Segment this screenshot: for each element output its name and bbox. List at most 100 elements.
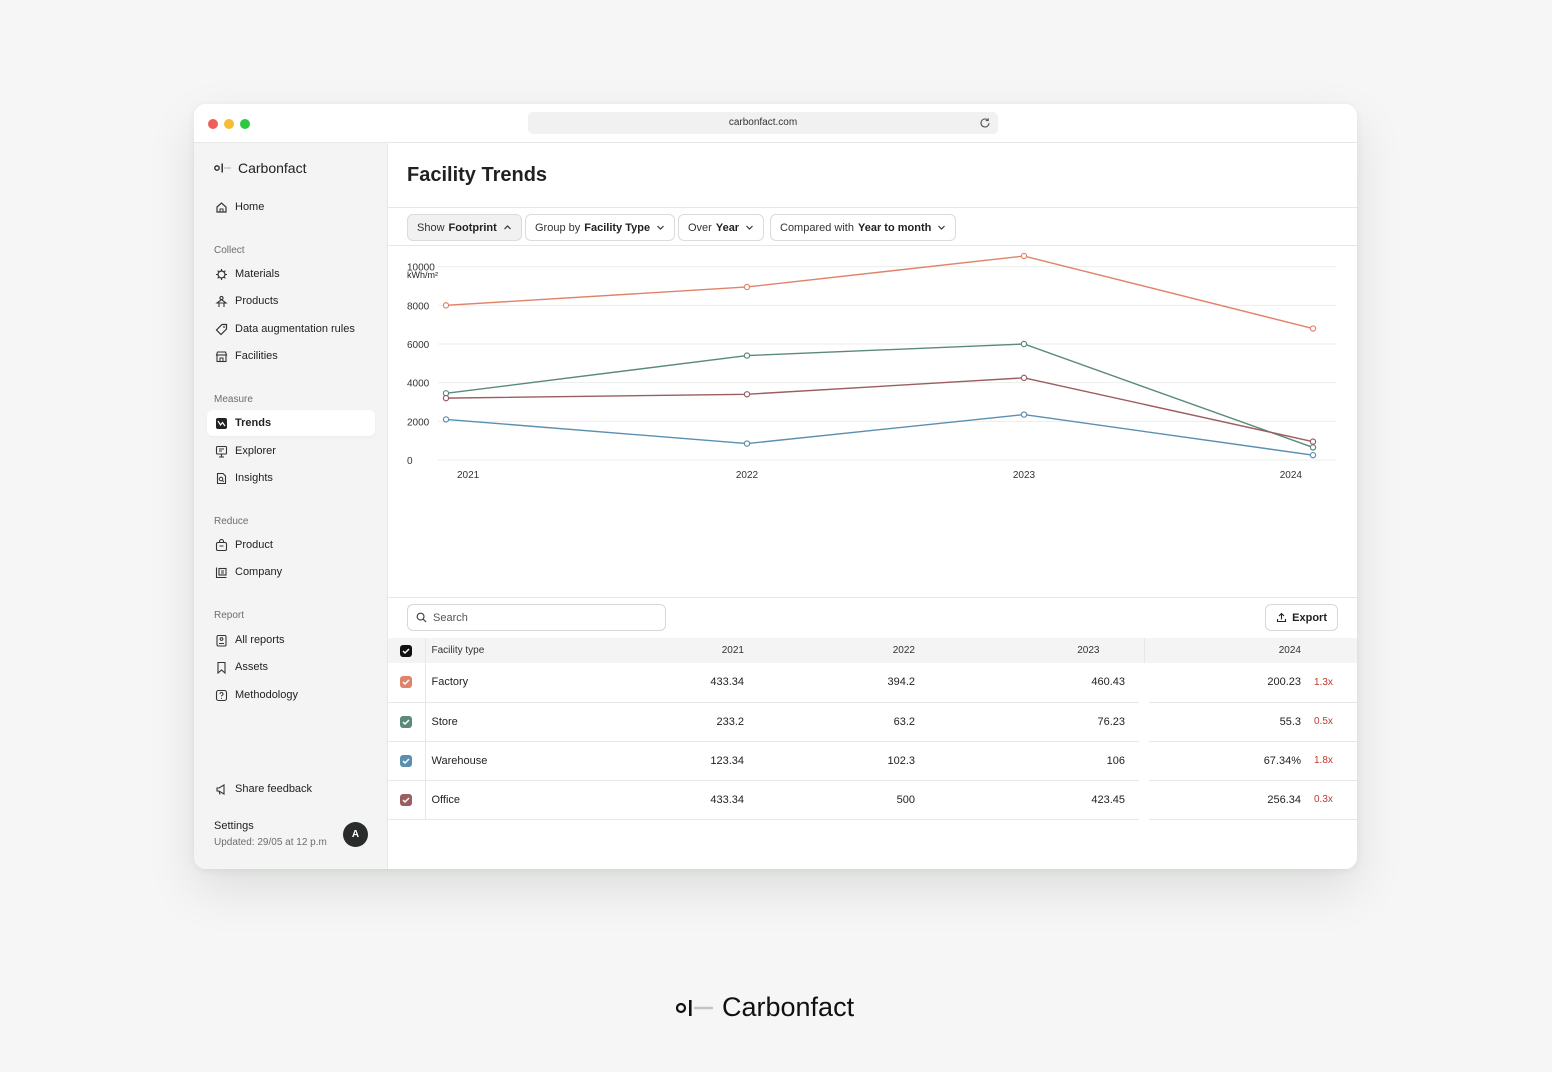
value-2021-cell: 123.34 (619, 741, 789, 781)
sidebar-item-facilities[interactable]: Facilities (207, 343, 375, 369)
table-row[interactable]: Office 433.34 500 423.45 256.34 0.3x (388, 780, 1357, 820)
column-header-2024[interactable]: 2024 (1143, 638, 1301, 663)
table-header-row: Facility type 2021 2022 2023 2024 (388, 638, 1357, 663)
row-checkbox[interactable] (400, 676, 413, 689)
group-by-filter-dropdown[interactable]: Group by Facility Type (525, 214, 676, 241)
filter-value: Year (715, 221, 740, 234)
table-row[interactable]: Warehouse 123.34 102.3 106 67.34% 1.8x (388, 741, 1357, 781)
share-feedback-button[interactable]: Share feedback (207, 776, 375, 802)
data-point (1309, 451, 1317, 459)
row-checkbox-cell (388, 780, 426, 820)
sidebar-item-products[interactable]: Products (207, 288, 375, 314)
check-icon (402, 797, 410, 803)
sidebar: Carbonfact Home Collect Materials Produc… (194, 143, 388, 869)
settings-link[interactable]: Settings (214, 820, 254, 832)
check-icon (402, 679, 410, 686)
y-tick-label: 4000 (407, 379, 430, 390)
column-header-facility-type[interactable]: Facility type (425, 638, 619, 663)
row-checkbox[interactable] (400, 793, 413, 806)
filter-value: Year to month (857, 221, 932, 234)
minimize-window-button[interactable] (224, 119, 234, 129)
y-tick-label: 8000 (407, 301, 430, 312)
series-line (445, 343, 1314, 449)
multiplier-badge: 0.3x (1301, 780, 1357, 820)
last-updated-text: Updated: 29/05 at 12 p.m (214, 837, 327, 848)
chevron-down-icon (657, 225, 665, 230)
column-header-2022[interactable]: 2022 (789, 638, 960, 663)
row-checkbox-cell (388, 702, 426, 742)
sidebar-item-company[interactable]: Company (207, 559, 375, 585)
avatar[interactable]: A (343, 822, 368, 847)
column-header-2023[interactable]: 2023 (960, 638, 1144, 663)
facility-type-cell: Warehouse (425, 741, 619, 781)
sidebar-item-label: Trends (235, 417, 272, 429)
sidebar-item-all-reports[interactable]: All reports (207, 627, 375, 653)
row-checkbox-cell (388, 741, 426, 781)
footer-brand-name: Carbonfact (722, 992, 855, 1022)
sidebar-item-label: All reports (235, 634, 285, 646)
y-tick-label: 10000 (407, 263, 435, 274)
megaphone-icon (216, 783, 225, 795)
sidebar-item-label: Methodology (235, 689, 298, 701)
explorer-icon (215, 445, 228, 458)
close-window-button[interactable] (208, 119, 218, 129)
data-point (1309, 438, 1317, 445)
sidebar-item-trends[interactable]: Trends (207, 410, 375, 436)
reports-icon (216, 634, 227, 647)
sidebar-item-product[interactable]: Product (207, 532, 375, 558)
sidebar-item-label: Product (235, 539, 273, 551)
carbonfact-logo-icon (676, 999, 713, 1016)
column-header-2021[interactable]: 2021 (619, 638, 789, 663)
chevron-down-icon (746, 225, 754, 230)
value-2024-cell: 55.3 (1143, 702, 1301, 742)
address-bar[interactable]: carbonfact.com (528, 112, 998, 134)
sidebar-item-label: Insights (235, 472, 273, 484)
value-2022-cell: 102.3 (789, 741, 960, 781)
y-tick-label: 2000 (407, 417, 430, 428)
column-header-spacer (1301, 638, 1357, 663)
facility-type-cell: Office (425, 780, 619, 820)
table-row[interactable]: Factory 433.34 394.2 460.43 200.23 1.3x (388, 663, 1357, 703)
row-checkbox[interactable] (400, 715, 413, 728)
export-button[interactable]: Export (1265, 604, 1338, 631)
sidebar-item-insights[interactable]: Insights (207, 465, 375, 491)
show-filter-dropdown[interactable]: Show Footprint (407, 214, 522, 241)
filter-value: Facility Type (584, 221, 651, 234)
sidebar-item-explorer[interactable]: Explorer (207, 438, 375, 464)
reload-icon[interactable] (978, 116, 992, 130)
page-title: Facility Trends (407, 164, 548, 186)
select-all-cell (388, 638, 426, 663)
section-reduce: Reduce (214, 516, 249, 527)
search-input[interactable] (433, 611, 633, 624)
sidebar-item-label: Products (235, 295, 279, 307)
value-2022-cell: 500 (789, 780, 960, 820)
over-filter-dropdown[interactable]: Over Year (678, 214, 765, 241)
sidebar-item-methodology[interactable]: Methodology (207, 682, 375, 708)
check-icon (402, 758, 410, 764)
x-tick-label: 2023 (1013, 470, 1036, 481)
value-2022-cell: 63.2 (789, 702, 960, 742)
data-point (1309, 444, 1317, 451)
brand-name: Carbonfact (238, 160, 307, 176)
sidebar-item-home[interactable]: Home (207, 194, 375, 220)
sidebar-item-assets[interactable]: Assets (207, 654, 375, 680)
select-all-checkbox[interactable] (400, 644, 413, 657)
sidebar-item-data-augmentation-rules[interactable]: Data augmentation rules (207, 316, 375, 342)
maximize-window-button[interactable] (240, 119, 250, 129)
series-line (445, 377, 1314, 443)
compared-with-filter-dropdown[interactable]: Compared with Year to month (770, 214, 957, 241)
x-tick-label: 2022 (736, 470, 759, 481)
sidebar-item-materials[interactable]: Materials (207, 261, 375, 287)
sidebar-item-label: Facilities (235, 350, 278, 362)
brand-logo[interactable]: Carbonfact (214, 160, 306, 176)
filter-bar: Show Footprint Group by Facility Type Ov… (388, 207, 1357, 246)
line-chart-svg: kWh/m² 0 2000 4000 6000 8000 10000 2021 2022 2023… (407, 252, 1336, 481)
row-checkbox[interactable] (400, 754, 413, 767)
table-row[interactable]: Store 233.2 63.2 76.23 55.3 0.5x (388, 702, 1357, 742)
trends-icon (216, 417, 227, 429)
sidebar-item-label: Data augmentation rules (235, 323, 355, 335)
search-box[interactable] (407, 604, 666, 631)
value-2023-cell: 423.45 (960, 780, 1149, 820)
data-point (743, 283, 751, 291)
bookmark-icon (217, 661, 226, 674)
